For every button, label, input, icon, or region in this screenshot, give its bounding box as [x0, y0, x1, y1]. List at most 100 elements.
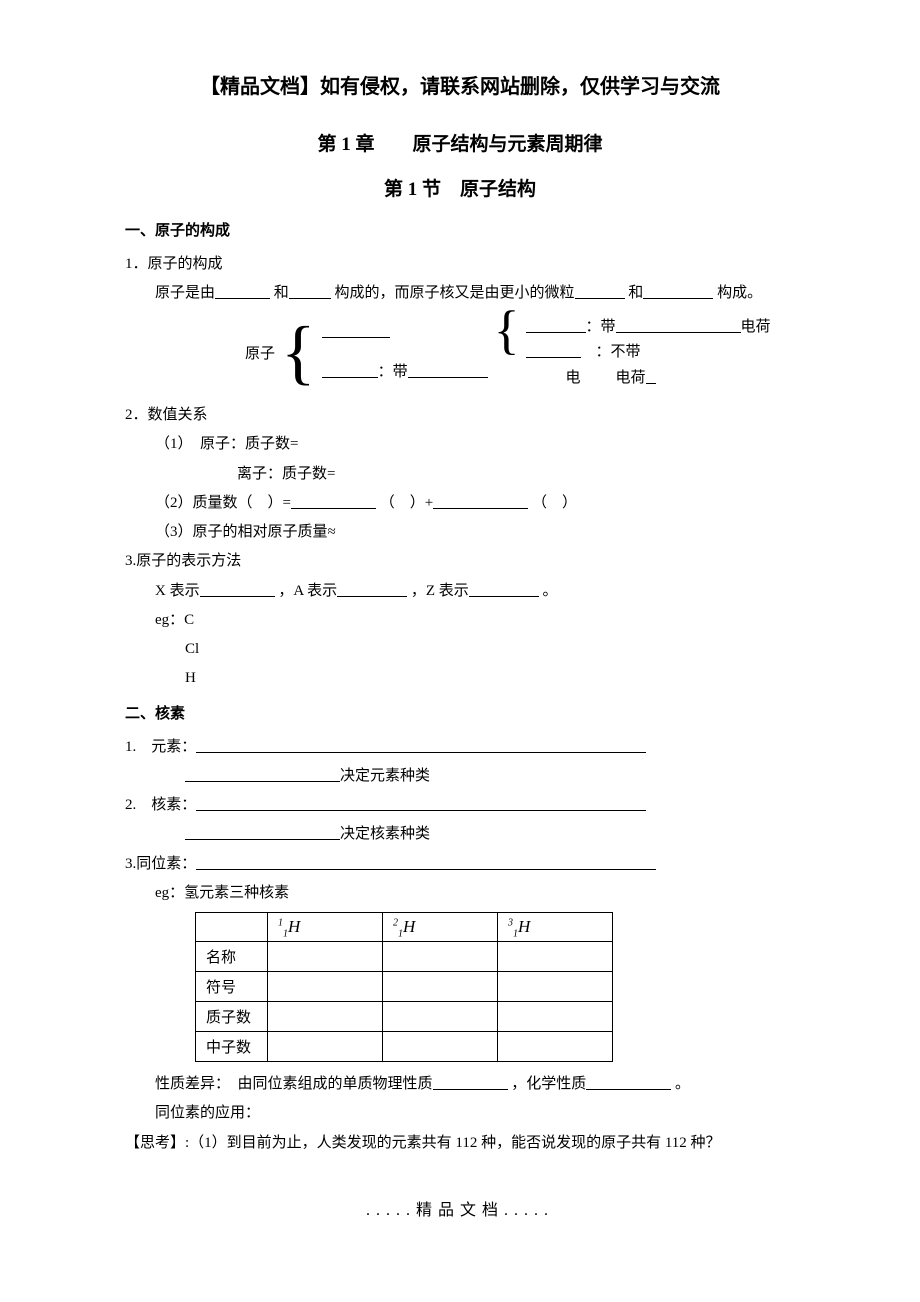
blank[interactable]	[185, 825, 340, 840]
table-cell[interactable]	[498, 1002, 613, 1032]
t: ：带	[586, 319, 616, 335]
t: ，A 表示	[278, 583, 337, 599]
table-cell[interactable]	[498, 1032, 613, 1062]
t: 电	[566, 370, 581, 386]
t: 电荷	[616, 370, 646, 386]
table-cell[interactable]	[268, 942, 383, 972]
item-3a: X 表示 ，A 表示 ，Z 表示 。	[125, 577, 795, 606]
heading-compose: 一、原子的构成	[125, 219, 795, 240]
table-cell: 质子数	[196, 1002, 268, 1032]
banner-notice: 【精品文档】如有侵权，请联系网站删除，仅供学习与交流	[125, 70, 795, 99]
blank[interactable]	[322, 363, 378, 378]
table-cell[interactable]	[268, 1032, 383, 1062]
table-cell[interactable]	[268, 972, 383, 1002]
table-cell: 11H	[268, 913, 383, 942]
t: 3.同位素：	[125, 856, 196, 872]
table-cell[interactable]	[498, 972, 613, 1002]
t: 。	[675, 1076, 690, 1092]
t: 决定元素种类	[340, 768, 430, 784]
t: 1	[278, 917, 283, 928]
t: 1. 元素：	[125, 739, 196, 755]
item-2b: 离子：质子数=	[125, 460, 795, 489]
item-2: 2．数值关系	[125, 401, 795, 430]
table-cell[interactable]	[383, 1002, 498, 1032]
blank[interactable]	[196, 855, 656, 870]
t: （2）质量数（ ）=	[155, 495, 291, 511]
app-line: 同位素的应用：	[125, 1099, 795, 1128]
table-cell: 31H	[498, 913, 613, 942]
table-cell[interactable]	[268, 1002, 383, 1032]
t: 电荷	[741, 319, 771, 335]
table-cell[interactable]	[383, 942, 498, 972]
blank[interactable]	[291, 494, 376, 509]
footer-text: .....精品文档.....	[125, 1196, 795, 1220]
blank[interactable]	[575, 284, 625, 299]
t: 。	[543, 583, 558, 599]
t: 性质差异： 由同位素组成的单质物理性质	[155, 1076, 433, 1092]
blank[interactable]	[616, 318, 741, 333]
blank[interactable]	[196, 738, 646, 753]
atom-label: 原子	[245, 342, 275, 363]
blank[interactable]	[185, 767, 340, 782]
table-cell: 名称	[196, 942, 268, 972]
table-row: 名称	[196, 942, 613, 972]
q3b: eg：氢元素三种核素	[125, 879, 795, 908]
t: ：不带	[596, 344, 641, 360]
t: 原子是由	[155, 285, 215, 301]
t: X 表示	[155, 583, 200, 599]
blank[interactable]	[200, 582, 275, 597]
t: ，Z 表示	[411, 583, 469, 599]
blank[interactable]	[196, 796, 646, 811]
t: 决定核素种类	[340, 826, 430, 842]
table-cell[interactable]	[383, 972, 498, 1002]
table-cell[interactable]	[498, 942, 613, 972]
blank[interactable]	[526, 343, 581, 358]
isotope-table: 11H 21H 31H 名称 符号 质子数 中子数	[195, 912, 613, 1062]
t: 构成的，而原子核又是由更小的微粒	[335, 285, 575, 301]
blank[interactable]	[469, 582, 539, 597]
table-cell: 中子数	[196, 1032, 268, 1062]
table-row: 11H 21H 31H	[196, 913, 613, 942]
blank[interactable]	[289, 284, 331, 299]
t: （ ）	[532, 495, 577, 511]
table-cell: 符号	[196, 972, 268, 1002]
chapter-title: 第 1 章 原子结构与元素周期律	[125, 129, 795, 156]
t: 2. 核素：	[125, 797, 196, 813]
blank[interactable]	[586, 1075, 671, 1090]
t: 构成。	[717, 285, 762, 301]
q1b: 决定元素种类	[125, 762, 795, 791]
q1: 1. 元素：	[125, 733, 795, 762]
item-2a: （1） 原子：质子数=	[125, 430, 795, 459]
t: ，化学性质	[511, 1076, 586, 1092]
blank[interactable]	[215, 284, 270, 299]
t: （ ）+	[380, 495, 433, 511]
document-page: 【精品文档】如有侵权，请联系网站删除，仅供学习与交流 第 1 章 原子结构与元素…	[0, 0, 920, 1260]
blank[interactable]	[643, 284, 713, 299]
blank[interactable]	[433, 494, 528, 509]
section-title: 第 1 节 原子结构	[125, 174, 795, 201]
table-row: 质子数	[196, 1002, 613, 1032]
diff-line: 性质差异： 由同位素组成的单质物理性质 ，化学性质 。	[125, 1070, 795, 1099]
blank[interactable]	[408, 363, 488, 378]
t: ：带	[378, 364, 408, 380]
q2: 2. 核素：	[125, 791, 795, 820]
item-1-text: 原子是由 和 构成的，而原子核又是由更小的微粒 和 构成。	[125, 279, 795, 308]
blank[interactable]	[526, 318, 586, 333]
think-line: 【思考】:（1）到目前为止，人类发现的元素共有 112 种，能否说发现的原子共有…	[125, 1129, 795, 1158]
q3: 3.同位素：	[125, 850, 795, 879]
table-cell[interactable]	[383, 1032, 498, 1062]
table-row: 中子数	[196, 1032, 613, 1062]
item-2c: （2）质量数（ ）= （ ）+ （ ）	[125, 489, 795, 518]
eg-c: eg：C	[125, 606, 795, 635]
t: 和	[628, 285, 643, 301]
blank[interactable]	[322, 323, 390, 338]
t: 2	[393, 917, 398, 928]
blank[interactable]	[433, 1075, 508, 1090]
table-row: 符号	[196, 972, 613, 1002]
item-2d: （3）原子的相对原子质量≈	[125, 518, 795, 547]
brace-right-col: ：带电荷 ：不带 电 电荷	[526, 315, 771, 392]
brace-icon: {	[281, 324, 316, 382]
t: 3	[508, 917, 513, 928]
blank[interactable]	[646, 369, 656, 384]
blank[interactable]	[337, 582, 407, 597]
